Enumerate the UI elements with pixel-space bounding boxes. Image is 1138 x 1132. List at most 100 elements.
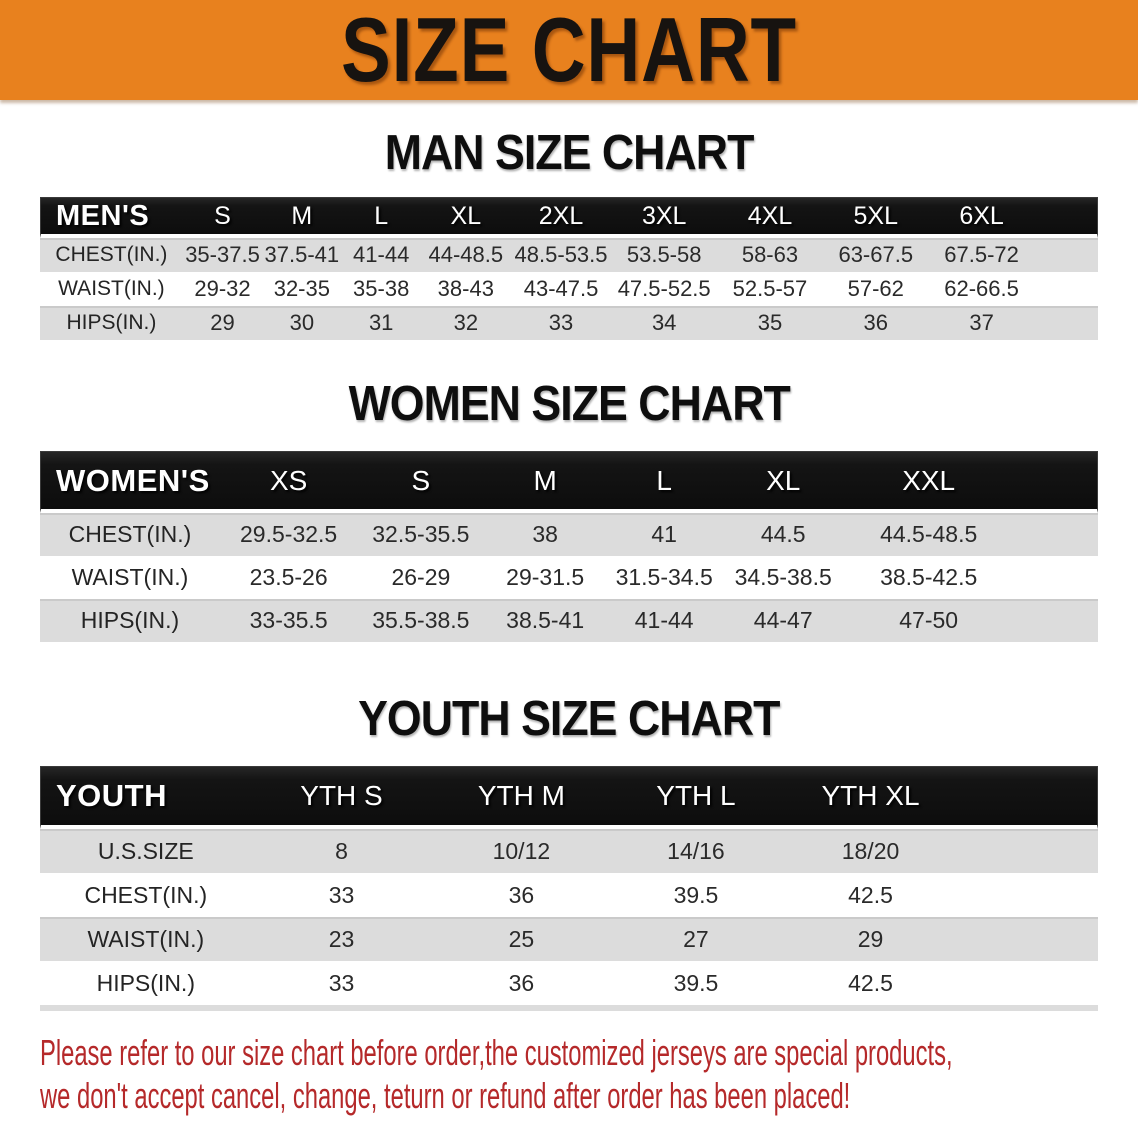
size-value-cell: 41-44 bbox=[342, 238, 421, 272]
youth-section-heading: YOUTH SIZE CHART bbox=[358, 689, 780, 746]
size-value-cell: 23.5-26 bbox=[249, 564, 328, 590]
size-value-cell: 25 bbox=[431, 917, 611, 961]
banner: SIZE CHART bbox=[0, 0, 1138, 100]
header-filler bbox=[960, 766, 1098, 829]
table-row: WAIST(IN.) 29-32 32-35 35-38 38-43 43-47.5 47.… bbox=[40, 272, 1098, 306]
size-value-cell: 37.5-41 bbox=[262, 238, 341, 272]
size-column-header: YTH S bbox=[251, 766, 432, 829]
table-corner-label: YOUTH bbox=[40, 766, 252, 829]
size-value-cell: 29 bbox=[781, 917, 961, 961]
size-value-cell: 38 bbox=[484, 513, 606, 556]
size-value-cell: 27 bbox=[611, 917, 780, 961]
header-filler bbox=[1013, 451, 1098, 513]
size-value-cell: 35 bbox=[717, 306, 823, 340]
row-filler bbox=[1013, 599, 1098, 642]
size-value-cell: 35-38 bbox=[353, 276, 410, 301]
header-filler bbox=[1034, 197, 1098, 238]
size-value-cell: 38-43 bbox=[437, 276, 494, 301]
size-column-header: 2XL bbox=[510, 197, 612, 238]
size-value-cell: 37 bbox=[929, 306, 1035, 340]
row-filler bbox=[1013, 556, 1098, 599]
size-value-cell: 30 bbox=[262, 306, 341, 340]
size-column-header: L bbox=[341, 197, 421, 238]
table-row: WAIST(IN.) 23 25 27 29 bbox=[40, 917, 1098, 961]
table-row: HIPS(IN.) 33-35.5 35.5-38.5 38.5-41 41-44 44-… bbox=[40, 599, 1098, 642]
men-table-header-row: MEN'S S M L XL 2XL 3XL 4XL 5XL 6XL bbox=[40, 197, 1098, 238]
table-row: CHEST(IN.) 33 36 39.5 42.5 bbox=[40, 873, 1098, 917]
size-column-header: S bbox=[357, 451, 485, 513]
youth-table-header-row: YOUTH YTH S YTH M YTH L YTH XL bbox=[40, 766, 1098, 829]
size-value-cell: 33 bbox=[511, 306, 612, 340]
size-value-cell: 32-35 bbox=[273, 276, 330, 301]
row-filler bbox=[1013, 513, 1098, 556]
size-column-header: YTH XL bbox=[780, 766, 961, 829]
size-value-cell: 47-50 bbox=[844, 599, 1013, 642]
size-value-cell: 32 bbox=[421, 306, 511, 340]
size-value-cell: 33-35.5 bbox=[220, 599, 358, 642]
size-value-cell: 41 bbox=[606, 513, 722, 556]
size-value-cell: 41-44 bbox=[606, 599, 722, 642]
size-value-cell: 48.5-53.5 bbox=[511, 238, 612, 272]
size-value-cell: 42.5 bbox=[848, 969, 893, 996]
size-value-cell: 29.5-32.5 bbox=[220, 513, 358, 556]
size-value-cell: 53.5-58 bbox=[611, 238, 717, 272]
table-row: CHEST(IN.) 29.5-32.5 32.5-35.5 38 41 44.5 44.5… bbox=[40, 513, 1098, 556]
size-value-cell: 63-67.5 bbox=[823, 238, 929, 272]
size-value-cell: 26-29 bbox=[391, 564, 451, 590]
table-row: HIPS(IN.) 29 30 31 32 33 34 35 36 37 bbox=[40, 306, 1098, 340]
size-value-cell: 52.5-57 bbox=[732, 276, 808, 301]
size-column-header: XL bbox=[420, 197, 511, 238]
women-section-heading: WOMEN SIZE CHART bbox=[348, 374, 790, 431]
table-row: CHEST(IN.) 35-37.5 37.5-41 41-44 44-48.5 48.5… bbox=[40, 238, 1098, 272]
row-filler bbox=[1034, 238, 1098, 272]
row-filler bbox=[1034, 306, 1098, 340]
size-value-cell: 58-63 bbox=[717, 238, 823, 272]
row-label: WAIST(IN.) bbox=[40, 917, 252, 961]
size-column-header: XL bbox=[722, 451, 845, 513]
size-value-cell: 36 bbox=[508, 969, 535, 996]
row-label: U.S.SIZE bbox=[40, 829, 252, 873]
row-filler bbox=[960, 829, 1098, 873]
row-label: HIPS(IN.) bbox=[96, 969, 195, 996]
size-value-cell: 36 bbox=[823, 306, 929, 340]
size-value-cell: 67.5-72 bbox=[929, 238, 1035, 272]
size-value-cell: 44-47 bbox=[722, 599, 844, 642]
size-value-cell: 36 bbox=[508, 881, 535, 908]
size-value-cell: 23 bbox=[252, 917, 432, 961]
row-label: CHEST(IN.) bbox=[40, 238, 183, 272]
disclaimer-line-2: we don't accept cancel, change, teturn o… bbox=[40, 1075, 851, 1116]
size-value-cell: 33 bbox=[328, 881, 355, 908]
size-value-cell: 44.5-48.5 bbox=[844, 513, 1013, 556]
size-column-header: M bbox=[262, 197, 342, 238]
table-corner-label: MEN'S bbox=[40, 197, 183, 238]
size-value-cell: 57-62 bbox=[847, 276, 904, 301]
size-value-cell: 42.5 bbox=[848, 881, 893, 908]
table-corner-label: WOMEN'S bbox=[40, 451, 220, 513]
size-value-cell: 47.5-52.5 bbox=[617, 276, 711, 301]
table-row: HIPS(IN.) 33 36 39.5 42.5 bbox=[40, 961, 1098, 1005]
row-filler bbox=[1034, 272, 1098, 306]
men-section-heading: MAN SIZE CHART bbox=[384, 123, 755, 180]
disclaimer: Please refer to our size chart before or… bbox=[40, 1031, 1138, 1117]
row-label: CHEST(IN.) bbox=[40, 513, 220, 556]
size-column-header: YTH M bbox=[431, 766, 612, 829]
size-value-cell: 38.5-42.5 bbox=[880, 564, 978, 590]
size-column-header: 4XL bbox=[717, 197, 823, 238]
size-column-header: S bbox=[182, 197, 263, 238]
women-size-table: WOMEN'S XS S M L XL XXL CHEST(IN.) 29.5-32.5 32.… bbox=[40, 451, 1098, 642]
size-value-cell: 39.5 bbox=[673, 881, 719, 908]
banner-title: SIZE CHART bbox=[341, 0, 797, 101]
disclaimer-line-1: Please refer to our size chart before or… bbox=[40, 1032, 953, 1073]
size-column-header: YTH L bbox=[611, 766, 781, 829]
size-value-cell: 39.5 bbox=[673, 969, 719, 996]
table-row: U.S.SIZE 8 10/12 14/16 18/20 bbox=[40, 829, 1098, 873]
size-column-header: 3XL bbox=[611, 197, 718, 238]
size-value-cell: 29-32 bbox=[194, 276, 251, 301]
row-label: WAIST(IN.) bbox=[71, 564, 189, 590]
row-filler bbox=[960, 873, 1098, 917]
size-value-cell: 29-31.5 bbox=[506, 564, 585, 590]
size-column-header: XS bbox=[219, 451, 358, 513]
row-filler bbox=[960, 961, 1098, 1005]
size-value-cell: 62-66.5 bbox=[944, 276, 1019, 301]
